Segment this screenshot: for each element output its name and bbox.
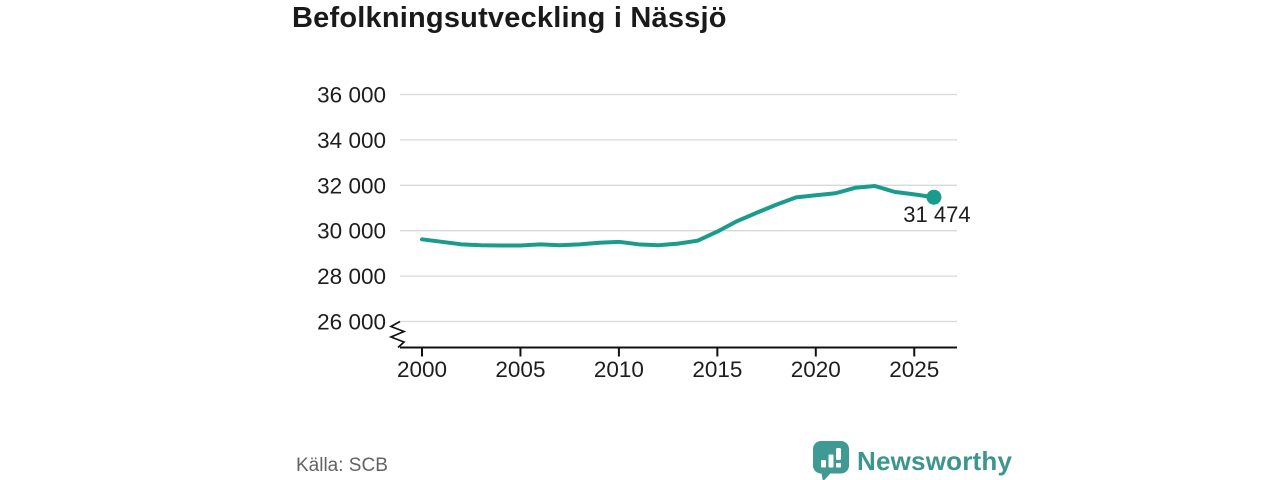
x-tick-label: 2020 <box>791 357 841 382</box>
x-tick-label: 2025 <box>889 357 939 382</box>
newsworthy-logo: Newsworthy <box>812 440 1012 480</box>
y-tick-label: 36 000 <box>317 83 386 108</box>
logo-bar-2 <box>828 454 834 468</box>
logo-bubble-tail <box>821 471 833 480</box>
x-tick-label: 2010 <box>594 357 644 382</box>
newsworthy-logo-text: Newsworthy <box>857 445 1013 476</box>
last-point-label: 31 474 <box>903 202 970 227</box>
y-tick-label: 32 000 <box>317 173 386 198</box>
logo-exclamation-bar <box>836 448 841 460</box>
page-title: Befolkningsutveckling i Nässjö <box>292 2 727 34</box>
source-note: Källa: SCB <box>296 455 388 476</box>
x-tick-label: 2000 <box>397 357 447 382</box>
last-point-marker <box>926 189 942 205</box>
axis-break-icon <box>388 320 407 349</box>
newsworthy-logo-icon <box>813 441 849 480</box>
y-tick-label: 30 000 <box>317 219 386 244</box>
population-line <box>420 183 936 248</box>
y-tick-label: 28 000 <box>317 264 386 289</box>
y-tick-label: 26 000 <box>317 310 386 335</box>
y-tick-label: 34 000 <box>317 128 386 153</box>
x-tick-label: 2005 <box>495 357 545 382</box>
logo-exclamation-dot <box>836 463 841 468</box>
logo-bar-1 <box>821 460 826 468</box>
x-tick-label: 2015 <box>692 357 742 382</box>
